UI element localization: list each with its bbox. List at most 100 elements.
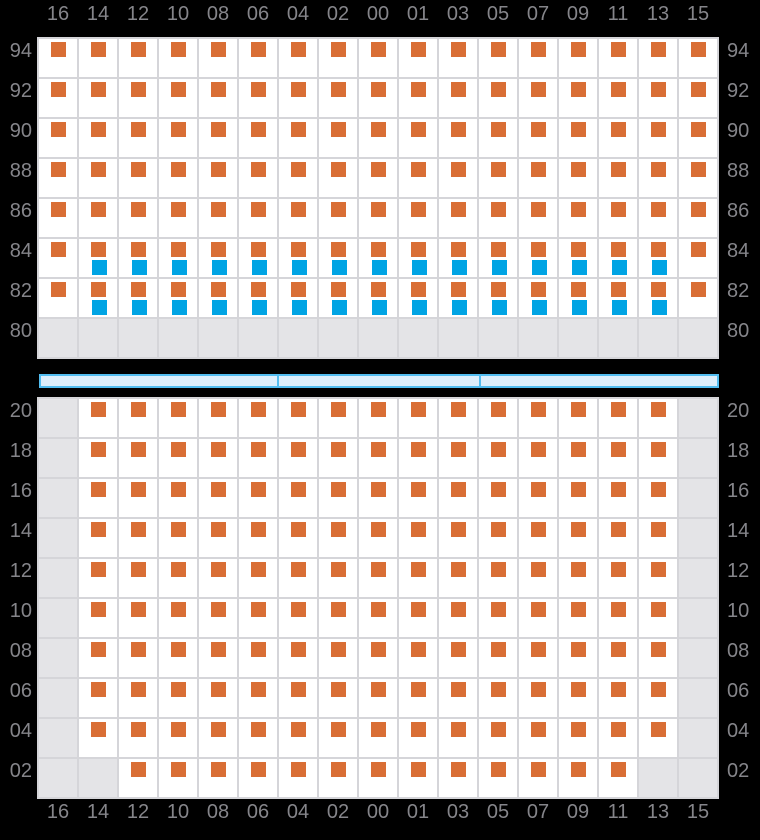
cell-12-04[interactable] [279,559,317,597]
cell-94-15[interactable] [679,39,717,77]
cell-16-07[interactable] [519,479,557,517]
cell-16-00[interactable] [359,479,397,517]
cell-16-13[interactable] [639,479,677,517]
cell-14-07[interactable] [519,519,557,557]
cell-84-01[interactable] [399,239,437,277]
cell-92-04[interactable] [279,79,317,117]
cell-18-12[interactable] [119,439,157,477]
cell-20-04[interactable] [279,399,317,437]
cell-08-13[interactable] [639,639,677,677]
cell-12-10[interactable] [159,559,197,597]
cell-12-02[interactable] [319,559,357,597]
cell-88-01[interactable] [399,159,437,197]
cell-18-01[interactable] [399,439,437,477]
cell-12-08[interactable] [199,559,237,597]
cell-94-09[interactable] [559,39,597,77]
cell-18-07[interactable] [519,439,557,477]
cell-04-13[interactable] [639,719,677,757]
cell-16-01[interactable] [399,479,437,517]
cell-94-05[interactable] [479,39,517,77]
cell-12-06[interactable] [239,559,277,597]
cell-16-02[interactable] [319,479,357,517]
cell-86-16[interactable] [39,199,77,237]
cell-08-06[interactable] [239,639,277,677]
cell-12-07[interactable] [519,559,557,597]
cell-10-05[interactable] [479,599,517,637]
cell-94-12[interactable] [119,39,157,77]
cell-12-01[interactable] [399,559,437,597]
cell-82-04[interactable] [279,279,317,317]
cell-92-01[interactable] [399,79,437,117]
cell-06-07[interactable] [519,679,557,717]
cell-20-09[interactable] [559,399,597,437]
cell-94-13[interactable] [639,39,677,77]
cell-02-04[interactable] [279,759,317,797]
cell-04-02[interactable] [319,719,357,757]
cell-82-15[interactable] [679,279,717,317]
cell-10-03[interactable] [439,599,477,637]
cell-84-16[interactable] [39,239,77,277]
cell-92-14[interactable] [79,79,117,117]
cell-20-14[interactable] [79,399,117,437]
cell-14-06[interactable] [239,519,277,557]
cell-84-12[interactable] [119,239,157,277]
cell-16-11[interactable] [599,479,637,517]
cell-14-04[interactable] [279,519,317,557]
cell-90-08[interactable] [199,119,237,157]
cell-82-11[interactable] [599,279,637,317]
cell-14-14[interactable] [79,519,117,557]
cell-14-09[interactable] [559,519,597,557]
cell-18-11[interactable] [599,439,637,477]
cell-90-02[interactable] [319,119,357,157]
cell-12-12[interactable] [119,559,157,597]
cell-90-01[interactable] [399,119,437,157]
cell-88-10[interactable] [159,159,197,197]
cell-18-05[interactable] [479,439,517,477]
cell-06-03[interactable] [439,679,477,717]
cell-94-07[interactable] [519,39,557,77]
cell-14-00[interactable] [359,519,397,557]
cell-86-09[interactable] [559,199,597,237]
cell-14-08[interactable] [199,519,237,557]
cell-02-03[interactable] [439,759,477,797]
cell-16-08[interactable] [199,479,237,517]
cell-08-03[interactable] [439,639,477,677]
cell-04-06[interactable] [239,719,277,757]
cell-04-07[interactable] [519,719,557,757]
cell-10-07[interactable] [519,599,557,637]
cell-90-11[interactable] [599,119,637,157]
cell-06-09[interactable] [559,679,597,717]
cell-02-02[interactable] [319,759,357,797]
cell-82-12[interactable] [119,279,157,317]
cell-84-05[interactable] [479,239,517,277]
cell-88-16[interactable] [39,159,77,197]
cell-14-12[interactable] [119,519,157,557]
cell-86-07[interactable] [519,199,557,237]
cell-82-08[interactable] [199,279,237,317]
cell-08-08[interactable] [199,639,237,677]
cell-16-05[interactable] [479,479,517,517]
cell-12-14[interactable] [79,559,117,597]
cell-04-11[interactable] [599,719,637,757]
cell-20-06[interactable] [239,399,277,437]
cell-06-06[interactable] [239,679,277,717]
cell-84-13[interactable] [639,239,677,277]
cell-90-10[interactable] [159,119,197,157]
cell-06-13[interactable] [639,679,677,717]
cell-18-02[interactable] [319,439,357,477]
cell-06-10[interactable] [159,679,197,717]
cell-86-11[interactable] [599,199,637,237]
cell-16-14[interactable] [79,479,117,517]
cell-86-01[interactable] [399,199,437,237]
cell-90-07[interactable] [519,119,557,157]
cell-08-10[interactable] [159,639,197,677]
cell-88-07[interactable] [519,159,557,197]
cell-82-09[interactable] [559,279,597,317]
cell-84-04[interactable] [279,239,317,277]
cell-90-04[interactable] [279,119,317,157]
cell-92-06[interactable] [239,79,277,117]
cell-84-14[interactable] [79,239,117,277]
cell-06-14[interactable] [79,679,117,717]
cell-20-11[interactable] [599,399,637,437]
cell-92-07[interactable] [519,79,557,117]
